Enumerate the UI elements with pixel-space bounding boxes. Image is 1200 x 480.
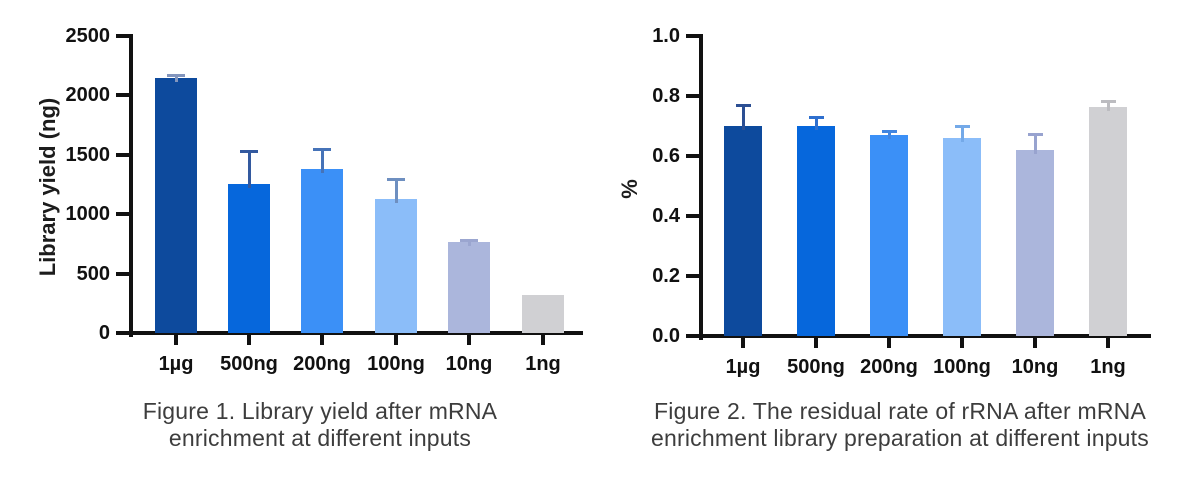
- y-tick: [686, 94, 699, 98]
- x-axis-line: [129, 331, 583, 335]
- error-bar-cap: [1100, 99, 1116, 103]
- figure1-y-axis-label: Library yield (ng): [35, 97, 60, 277]
- y-tick-label: 0: [98, 322, 110, 344]
- y-tick: [116, 331, 129, 335]
- bar-1ng: [522, 294, 564, 333]
- x-tick: [741, 338, 745, 348]
- error-bar-whisker: [1106, 100, 1110, 111]
- x-category-label: 1ng: [1090, 356, 1126, 378]
- error-bar-cap: [313, 147, 331, 151]
- error-bar-cap: [240, 150, 258, 154]
- y-tick: [116, 271, 129, 276]
- error-bar-cap: [460, 239, 478, 243]
- y-tick-label: 500: [76, 262, 110, 285]
- bar-1µg: [155, 77, 197, 333]
- figure2-caption-line2: enrichment library preparation at differ…: [651, 425, 1149, 451]
- x-tick: [174, 335, 178, 345]
- y-tick: [116, 212, 129, 217]
- error-bar-whisker: [741, 105, 745, 130]
- bar-200ng: [870, 135, 908, 336]
- y-tick-label: 0.2: [652, 265, 680, 287]
- y-tick-label: 0.0: [652, 325, 680, 347]
- y-tick: [116, 34, 129, 38]
- x-category-label: 1ng: [525, 353, 561, 375]
- error-bar-cap: [167, 73, 185, 77]
- figure2-caption: Figure 2. The residual rate of rRNA afte…: [615, 398, 1185, 452]
- figure1-caption: Figure 1. Library yield after mRNA enric…: [120, 398, 520, 452]
- bar-10ng: [1016, 150, 1054, 336]
- error-bar-whisker: [467, 240, 471, 247]
- figure1-caption-line2: enrichment at different inputs: [168, 425, 472, 451]
- y-tick: [686, 34, 699, 38]
- x-category-label: 500ng: [220, 353, 278, 375]
- error-bar-cap: [808, 116, 824, 119]
- x-category-label: 10ng: [1011, 356, 1059, 378]
- error-bar-cap: [881, 129, 897, 133]
- y-tick-label: 2500: [65, 25, 111, 47]
- bar-100ng: [943, 138, 981, 336]
- y-tick-label: 1000: [65, 203, 111, 226]
- x-tick: [1106, 338, 1110, 348]
- x-category-label: 200ng: [293, 353, 351, 375]
- bar-1ng: [1089, 106, 1127, 336]
- bar-100ng: [375, 198, 417, 333]
- y-tick-label: 0.6: [652, 145, 680, 167]
- figure2-caption-line1: Figure 2. The residual rate of rRNA afte…: [654, 398, 1146, 424]
- error-bar-cap: [735, 104, 751, 107]
- figure1-panel: 0 500 1000 1500 2000 2500 1µg 500ng 200ng 100ng 10…: [35, 25, 583, 452]
- figure2-y-axis-label: %: [617, 179, 642, 199]
- bar-1µg: [724, 126, 762, 336]
- y-tick: [116, 93, 129, 98]
- error-bar-cap: [1027, 132, 1043, 136]
- error-bar-whisker: [394, 179, 398, 203]
- y-tick-label: 0.8: [652, 85, 680, 107]
- y-tick: [686, 214, 699, 218]
- x-category-label: 200ng: [860, 356, 918, 378]
- x-category-label: 500ng: [787, 356, 845, 378]
- y-axis-line: [129, 34, 133, 337]
- y-tick-label: 1500: [65, 143, 111, 166]
- error-bar-whisker: [320, 148, 324, 174]
- error-bar-cap: [387, 178, 405, 182]
- error-bar-whisker: [247, 151, 251, 188]
- x-category-label: 100ng: [367, 353, 425, 375]
- bar-10ng: [448, 242, 490, 333]
- x-category-label: 10ng: [445, 353, 493, 375]
- figure2-panel: 0.0 0.2 0.4 0.6 0.8 1.0 1µg 500ng 200ng 100ng 10ng…: [600, 0, 1200, 480]
- x-tick: [960, 338, 964, 348]
- x-axis-line: [699, 334, 1151, 338]
- y-tick: [686, 334, 699, 338]
- x-tick: [467, 335, 471, 345]
- figure1-caption-line1: Figure 1. Library yield after mRNA: [142, 398, 498, 424]
- y-tick: [686, 154, 699, 158]
- y-tick-label: 1.0: [652, 25, 680, 47]
- error-bar-whisker: [887, 130, 891, 139]
- x-category-label: 1µg: [725, 356, 761, 378]
- x-tick: [1033, 338, 1037, 348]
- error-bar-cap: [954, 125, 970, 128]
- bar-500ng: [228, 183, 270, 333]
- error-bar-whisker: [960, 126, 964, 142]
- x-tick: [541, 335, 545, 345]
- x-tick: [247, 335, 251, 345]
- y-tick-label: 0.4: [652, 205, 680, 227]
- y-axis-line: [699, 34, 703, 340]
- x-tick: [394, 335, 398, 345]
- bar-500ng: [797, 126, 835, 336]
- error-bar-whisker: [814, 117, 818, 130]
- x-tick: [887, 338, 891, 348]
- bar-200ng: [301, 169, 343, 333]
- y-tick: [686, 274, 699, 278]
- y-tick-label: 2000: [65, 84, 111, 107]
- y-tick: [116, 152, 129, 157]
- x-tick: [320, 335, 324, 345]
- error-bar-whisker: [174, 74, 178, 82]
- x-category-label: 100ng: [933, 356, 991, 378]
- error-bar-whisker: [1033, 133, 1037, 154]
- x-tick: [814, 338, 818, 348]
- x-category-label: 1µg: [158, 353, 194, 375]
